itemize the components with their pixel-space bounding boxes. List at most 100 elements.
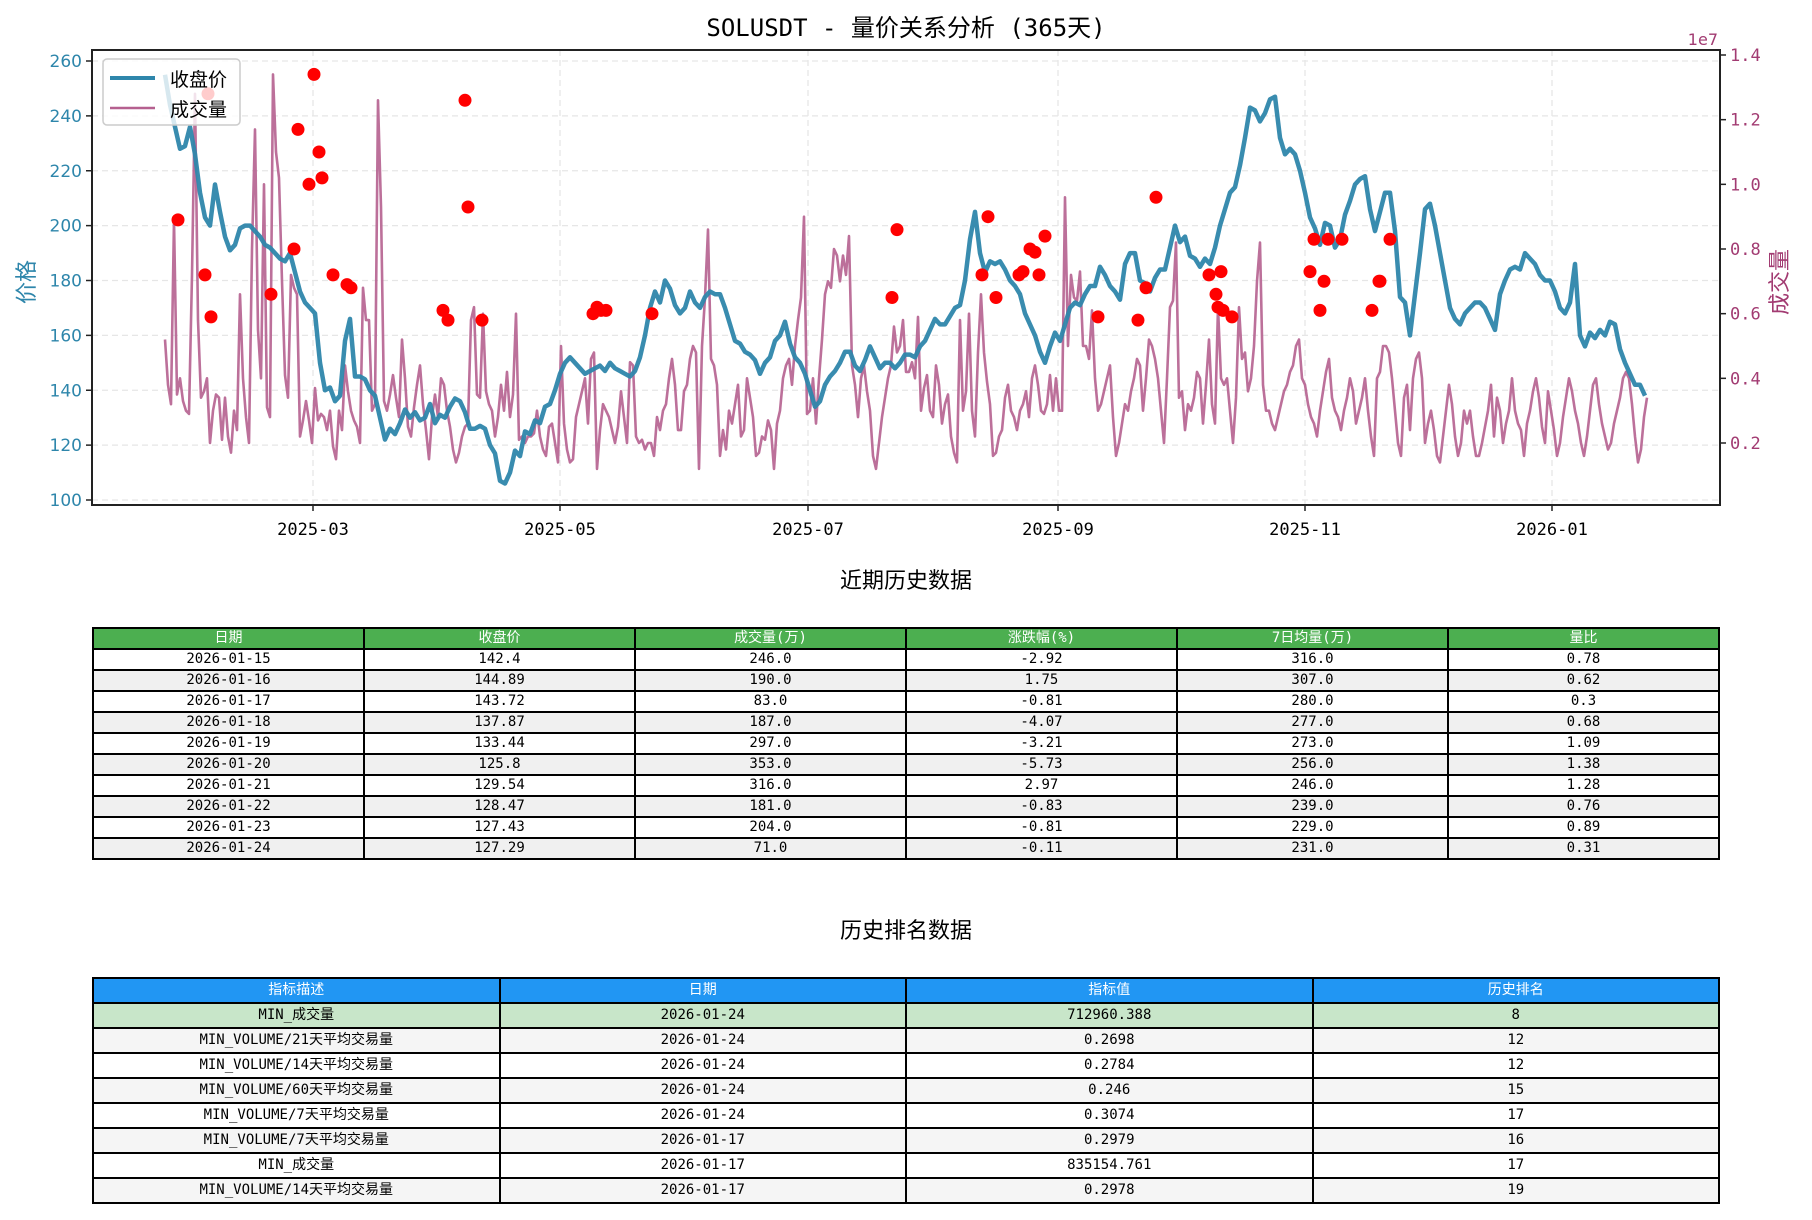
high-volume-marker [1016, 265, 1030, 279]
high-volume-marker [1307, 232, 1321, 246]
x-tick-label: 2025-05 [524, 520, 596, 540]
table-row: 2026-01-17 143.72 83.0 -0.81 280.0 0.3 [92, 690, 1720, 713]
header-rank: 历史排名 [1311, 977, 1720, 1004]
table-cell: 2026-01-24 [498, 1052, 907, 1079]
left-tick-label: 140 [50, 381, 82, 401]
high-volume-marker [885, 291, 899, 304]
table-row: MIN_VOLUME/21天平均交易量 2026-01-24 0.2698 12 [92, 1027, 1720, 1054]
table-cell: MIN_VOLUME/60天平均交易量 [92, 1077, 501, 1104]
header-avg7: 7日均量(万) [1176, 627, 1449, 650]
left-tick-label: 180 [50, 272, 82, 292]
high-volume-marker [1313, 303, 1327, 317]
table-cell: MIN_VOLUME/7天平均交易量 [92, 1127, 501, 1154]
table-cell: 2026-01-19 [92, 732, 365, 755]
table-cell: 2026-01-21 [92, 774, 365, 797]
table-cell: 0.62 [1447, 669, 1720, 692]
high-volume-marker [1214, 265, 1228, 279]
high-volume-marker [1317, 274, 1331, 288]
table-cell: 712960.388 [905, 1002, 1314, 1029]
left-tick-label: 100 [50, 491, 82, 511]
table-row: 2026-01-23 127.43 204.0 -0.81 229.0 0.89 [92, 816, 1720, 839]
recent-table-title: 近期历史数据 [839, 569, 972, 594]
high-volume-marker [981, 210, 995, 224]
table-cell: -4.07 [905, 711, 1178, 734]
table-cell: 142.4 [363, 648, 636, 671]
table-cell: 256.0 [1176, 753, 1449, 776]
high-volume-marker [326, 268, 340, 282]
table-cell: 0.2979 [905, 1127, 1314, 1154]
table-cell: 1.09 [1447, 732, 1720, 755]
high-volume-marker [307, 67, 321, 81]
left-tick-label: 200 [50, 217, 82, 237]
table-cell: 297.0 [634, 732, 907, 755]
table-cell: -3.21 [905, 732, 1178, 755]
right-tick-label: 1.4 [1730, 46, 1761, 66]
high-volume-marker [599, 303, 613, 317]
high-volume-marker [264, 287, 278, 301]
table-cell: MIN_VOLUME/14天平均交易量 [92, 1052, 501, 1079]
right-tick-label: 0.4 [1730, 369, 1761, 389]
high-volume-marker [1149, 190, 1163, 204]
table-cell: 137.87 [363, 711, 636, 734]
table-cell: 0.3 [1447, 690, 1720, 713]
table-row: 2026-01-16 144.89 190.0 1.75 307.0 0.62 [92, 669, 1720, 692]
right-tick-label: 0.6 [1730, 305, 1761, 325]
table-cell: MIN_成交量 [92, 1152, 501, 1179]
table-cell: 1.75 [905, 669, 1178, 692]
table-cell: 143.72 [363, 690, 636, 713]
table-cell: MIN_成交量 [92, 1002, 501, 1029]
table-cell: 0.2784 [905, 1052, 1314, 1079]
table-row: MIN_VOLUME/14天平均交易量 2026-01-24 0.2784 12 [92, 1052, 1720, 1079]
table-cell: 12 [1311, 1052, 1720, 1079]
recent-table-header: 日期 收盘价 成交量(万) 涨跌幅(%) 7日均量(万) 量比 [92, 627, 1720, 650]
table-cell: 190.0 [634, 669, 907, 692]
high-volume-marker [1202, 268, 1216, 282]
high-volume-marker [1373, 274, 1387, 288]
table-row: 2026-01-19 133.44 297.0 -3.21 273.0 1.09 [92, 732, 1720, 755]
table-cell: 2026-01-20 [92, 753, 365, 776]
high-volume-marker [475, 313, 489, 327]
high-volume-marker [1028, 245, 1042, 259]
high-volume-marker [1383, 232, 1397, 246]
table-cell: 17 [1311, 1102, 1720, 1129]
plot-frame [91, 49, 1721, 506]
high-volume-marker [1139, 281, 1153, 295]
table-cell: 187.0 [634, 711, 907, 734]
right-axis-offset: 1e7 [1688, 30, 1718, 49]
table-cell: 231.0 [1176, 837, 1449, 860]
table-cell: 19 [1311, 1177, 1720, 1204]
table-cell: 128.47 [363, 795, 636, 818]
table-cell: 2026-01-22 [92, 795, 365, 818]
legend: 收盘价 成交量 [102, 58, 241, 126]
table-cell: 2026-01-23 [92, 816, 365, 839]
table-cell: -0.11 [905, 837, 1178, 860]
table-cell: 2026-01-17 [498, 1127, 907, 1154]
table-cell: 2026-01-18 [92, 711, 365, 734]
high-volume-marker [1321, 232, 1335, 246]
table-cell: 1.28 [1447, 774, 1720, 797]
table-cell: -5.73 [905, 753, 1178, 776]
right-tick-label: 0.2 [1730, 434, 1761, 454]
table-cell: 2026-01-15 [92, 648, 365, 671]
volume-series [163, 73, 1649, 471]
high-volume-marker [312, 145, 326, 159]
right-tick-label: 1.0 [1730, 175, 1761, 195]
high-volume-marker [302, 177, 316, 191]
table-cell: 316.0 [634, 774, 907, 797]
high-volume-marker [1216, 303, 1230, 317]
high-volume-marker [975, 268, 989, 282]
table-row: MIN_VOLUME/7天平均交易量 2026-01-24 0.3074 17 [92, 1102, 1720, 1129]
table-row: 2026-01-24 127.29 71.0 -0.11 231.0 0.31 [92, 837, 1720, 860]
left-tick-label: 160 [50, 326, 82, 346]
table-cell: -0.81 [905, 816, 1178, 839]
x-tick-label: 2025-09 [1022, 520, 1094, 540]
high-volume-marker [315, 171, 329, 185]
volume-line [163, 73, 1649, 471]
legend-volume-label: 成交量 [170, 99, 227, 121]
table-cell: 246.0 [634, 648, 907, 671]
header-date: 日期 [92, 627, 365, 650]
table-row: MIN_VOLUME/7天平均交易量 2026-01-17 0.2979 16 [92, 1127, 1720, 1154]
left-axis-label: 价格 [15, 260, 40, 304]
high-volume-marker [1131, 313, 1145, 327]
table-row: 2026-01-22 128.47 181.0 -0.83 239.0 0.76 [92, 795, 1720, 818]
